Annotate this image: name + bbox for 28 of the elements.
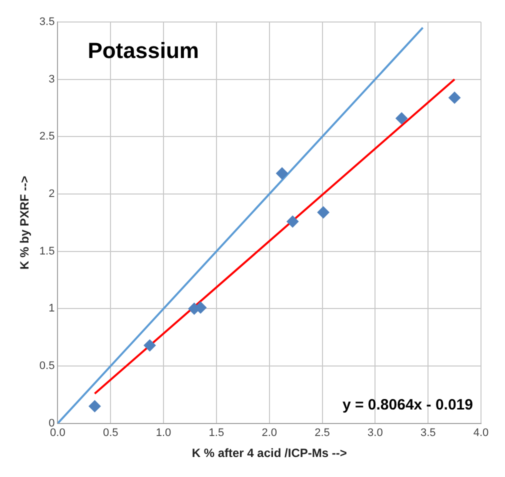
point (286, 216, 299, 228)
x-tick-label: 0.5 (102, 427, 118, 440)
y-tick-label: 0 (48, 417, 55, 430)
point (276, 167, 288, 180)
annotation: y = 0.8064x - 0.019 (342, 396, 473, 414)
point (144, 339, 156, 352)
point (448, 92, 461, 104)
point (396, 112, 408, 124)
y-tick-label: 2 (48, 188, 55, 200)
y-tick-label: 3.5 (39, 16, 55, 28)
text: Potassium (88, 38, 199, 64)
y-axis-title: K % by PXRF --> (18, 176, 32, 270)
x-tick-label: 3.0 (368, 427, 383, 440)
y-tick-label: 0.5 (39, 360, 55, 372)
y-tick-label: 1 (48, 302, 55, 315)
y-tick-label: 2.5 (39, 130, 55, 143)
x-tick-label: 2.5 (314, 427, 330, 440)
y-tick-label: 3 (48, 73, 55, 86)
x-tick-label: 4.0 (473, 427, 489, 440)
x-tick-label: 2.0 (262, 427, 277, 440)
x-tick-label: 1.5 (208, 427, 224, 440)
point (317, 206, 330, 218)
x-tick-label: 3.5 (420, 427, 436, 440)
point (88, 400, 101, 412)
x-tick-label: 1.0 (156, 427, 172, 440)
y-tick-label: 1.5 (39, 245, 55, 258)
x-tick-label: 0.0 (50, 427, 66, 440)
x-axis-title: K % after 4 acid /ICP-Ms --> (192, 446, 347, 460)
